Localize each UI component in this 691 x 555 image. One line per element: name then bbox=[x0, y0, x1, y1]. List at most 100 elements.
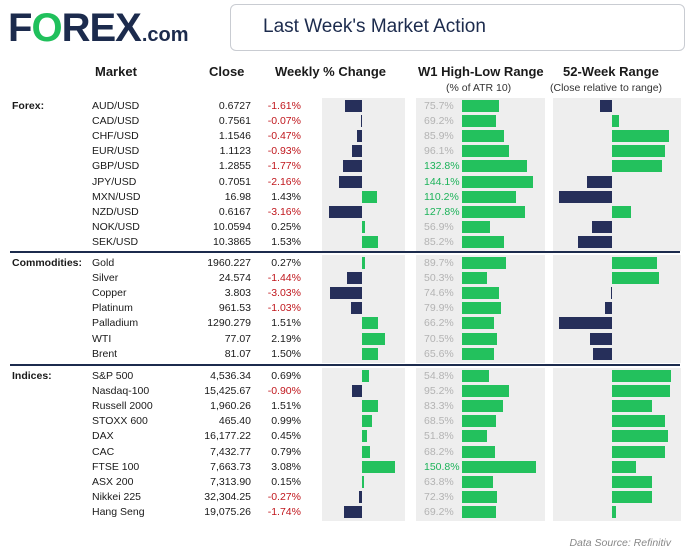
market-name[interactable]: Platinum bbox=[92, 302, 133, 315]
w52-range-bar bbox=[612, 460, 636, 473]
close-value: 77.07 bbox=[224, 332, 251, 345]
column-header-weekly-change: Weekly % Change bbox=[275, 64, 387, 79]
market-name[interactable]: CAC bbox=[92, 445, 115, 458]
w52-range-bar bbox=[590, 332, 612, 345]
market-name[interactable]: NZD/USD bbox=[92, 205, 139, 218]
w52-range-bar bbox=[612, 145, 665, 158]
weekly-change-bar bbox=[343, 160, 362, 173]
w1-range-bar bbox=[462, 490, 498, 503]
w1-range-label: 89.7% bbox=[424, 257, 454, 269]
w1-range-bar bbox=[462, 430, 488, 443]
market-name[interactable]: EUR/USD bbox=[92, 145, 140, 158]
w52-range-bar bbox=[612, 385, 670, 398]
w1-range-label: 65.6% bbox=[424, 347, 454, 360]
w1-range-bar bbox=[462, 347, 495, 360]
w1-range-bar bbox=[462, 272, 487, 285]
weekly-change-label: 0.15% bbox=[271, 475, 301, 488]
close-value: 10.0594 bbox=[213, 220, 251, 233]
market-name[interactable]: S&P 500 bbox=[92, 370, 134, 382]
market-name[interactable]: CHF/USD bbox=[92, 130, 139, 143]
w1-range-label: 66.2% bbox=[424, 317, 454, 330]
w52-range-bar bbox=[559, 317, 612, 330]
market-name[interactable]: Silver bbox=[92, 272, 119, 285]
close-value: 7,432.77 bbox=[210, 445, 251, 458]
market-name[interactable]: JPY/USD bbox=[92, 175, 137, 188]
weekly-change-label: -1.44% bbox=[267, 272, 301, 285]
close-value: 15,425.67 bbox=[204, 385, 251, 398]
w1-range-label: 85.2% bbox=[424, 235, 454, 248]
market-name[interactable]: STOXX 600 bbox=[92, 415, 148, 428]
w1-range-label: 110.2% bbox=[424, 190, 459, 203]
market-name[interactable]: GBP/USD bbox=[92, 160, 140, 173]
w1-range-label: 50.3% bbox=[424, 272, 454, 285]
w52-range-bar bbox=[612, 505, 617, 518]
weekly-change-bar bbox=[362, 332, 386, 345]
w52-range-bar bbox=[612, 115, 620, 128]
market-name[interactable]: FTSE 100 bbox=[92, 460, 140, 473]
weekly-change-bar bbox=[362, 475, 364, 488]
market-name[interactable]: Hang Seng bbox=[92, 505, 145, 518]
market-name[interactable]: SEK/USD bbox=[92, 235, 139, 248]
weekly-change-column-shade bbox=[322, 368, 405, 521]
weekly-change-bar bbox=[362, 190, 378, 203]
logo-text-rex: REX bbox=[61, 6, 142, 50]
w1-range-bar bbox=[462, 235, 504, 248]
market-name[interactable]: Nasdaq-100 bbox=[92, 385, 150, 398]
weekly-change-label: 0.99% bbox=[271, 415, 301, 428]
weekly-change-bar bbox=[362, 220, 365, 233]
weekly-change-label: -1.61% bbox=[267, 100, 301, 112]
header: F O REX .com Last Week's Market Action bbox=[0, 0, 691, 56]
weekly-change-label: 1.50% bbox=[271, 347, 301, 360]
weekly-change-bar bbox=[346, 272, 362, 285]
weekly-change-bar bbox=[351, 302, 362, 315]
weekly-change-label: -1.77% bbox=[267, 160, 301, 173]
market-name[interactable]: Gold bbox=[92, 257, 115, 269]
market-name[interactable]: NOK/USD bbox=[92, 220, 140, 233]
w1-range-label: 85.9% bbox=[424, 130, 454, 143]
group-separator bbox=[10, 364, 680, 366]
close-value: 1290.279 bbox=[207, 317, 251, 330]
w1-range-bar bbox=[462, 160, 528, 173]
w1-range-bar bbox=[462, 370, 489, 382]
close-value: 0.7561 bbox=[218, 115, 251, 128]
weekly-change-bar bbox=[359, 490, 362, 503]
w1-range-bar bbox=[462, 445, 496, 458]
market-name[interactable]: Palladium bbox=[92, 317, 139, 330]
market-name[interactable]: MXN/USD bbox=[92, 190, 141, 203]
w1-range-label: 51.8% bbox=[424, 430, 454, 443]
market-name[interactable]: Nikkei 225 bbox=[92, 490, 142, 503]
w52-range-bar bbox=[612, 257, 657, 269]
w1-range-bar bbox=[462, 317, 495, 330]
weekly-change-bar bbox=[362, 400, 378, 413]
market-name[interactable]: Copper bbox=[92, 287, 127, 300]
market-name[interactable]: Brent bbox=[92, 347, 118, 360]
w1-range-bar bbox=[462, 115, 496, 128]
forex-logo[interactable]: F O REX .com bbox=[8, 6, 189, 50]
w52-range-bar bbox=[612, 160, 662, 173]
weekly-change-bar bbox=[362, 445, 371, 458]
market-name[interactable]: AUD/USD bbox=[92, 100, 140, 112]
weekly-change-label: -2.16% bbox=[267, 175, 301, 188]
column-header-close: Close bbox=[209, 64, 245, 79]
market-name[interactable]: Russell 2000 bbox=[92, 400, 153, 413]
weekly-change-label: 1.51% bbox=[271, 317, 301, 330]
w52-range-bar bbox=[610, 287, 612, 300]
weekly-change-label: -0.07% bbox=[267, 115, 301, 128]
group-label: Forex: bbox=[12, 100, 45, 112]
market-name[interactable]: ASX 200 bbox=[92, 475, 134, 488]
w1-range-label: 54.8% bbox=[424, 370, 454, 382]
close-value: 16.98 bbox=[224, 190, 251, 203]
market-name[interactable]: CAD/USD bbox=[92, 115, 140, 128]
weekly-change-label: -0.47% bbox=[267, 130, 301, 143]
market-name[interactable]: WTI bbox=[92, 332, 112, 345]
weekly-change-bar bbox=[362, 235, 379, 248]
w52-range-bar bbox=[612, 130, 670, 143]
group-separator bbox=[10, 251, 680, 253]
close-value: 465.40 bbox=[218, 415, 251, 428]
column-subheader-52-week: (Close relative to range) bbox=[550, 82, 663, 94]
w1-range-label: 95.2% bbox=[424, 385, 454, 398]
market-name[interactable]: DAX bbox=[92, 430, 114, 443]
w1-range-bar bbox=[462, 175, 533, 188]
column-header-market: Market bbox=[95, 64, 137, 79]
w1-range-bar bbox=[462, 220, 490, 233]
